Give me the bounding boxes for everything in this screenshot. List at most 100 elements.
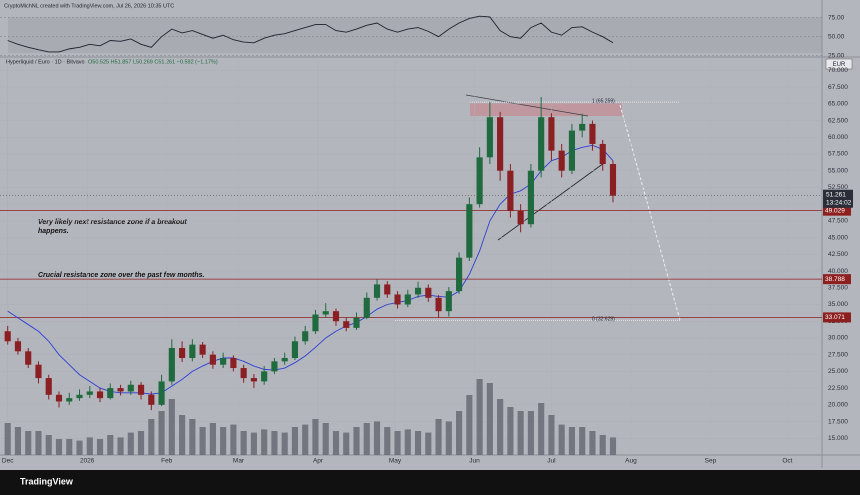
x-tick-label: Jun bbox=[469, 458, 480, 465]
y-tick-label: 47.500 bbox=[828, 218, 848, 225]
candle-body bbox=[394, 294, 401, 305]
y-tick-label: 60.000 bbox=[828, 134, 848, 141]
candle-body bbox=[466, 204, 473, 258]
level-label: 33.071 bbox=[825, 314, 845, 321]
y-tick-label: 67.500 bbox=[828, 84, 848, 91]
volume-bar bbox=[209, 423, 216, 455]
level-label-box bbox=[823, 274, 851, 285]
candle-body bbox=[456, 257, 463, 292]
x-tick-label: May bbox=[389, 458, 402, 465]
volume-bar bbox=[66, 439, 73, 455]
volume-bar bbox=[322, 423, 329, 455]
volume-bar bbox=[107, 435, 114, 455]
candle-body bbox=[230, 358, 237, 369]
rsi-tick-label: 50.00 bbox=[828, 33, 845, 40]
volume-bar bbox=[579, 427, 586, 455]
candle-body bbox=[384, 284, 391, 295]
candle-body bbox=[148, 394, 155, 405]
volume-bar bbox=[589, 431, 596, 455]
volume-bar bbox=[568, 427, 576, 455]
ohlc-legend: O50.525 H51.857 L50.269 C51.261 −0.592 (… bbox=[88, 59, 218, 65]
level-label: 49.029 bbox=[825, 207, 845, 214]
volume-bar bbox=[230, 424, 237, 455]
volume-bar bbox=[76, 440, 83, 455]
candle-body bbox=[96, 391, 104, 399]
x-tick-label: Dec bbox=[2, 458, 14, 465]
currency-box[interactable] bbox=[825, 58, 853, 70]
volume-bar bbox=[497, 399, 504, 455]
y-tick-label: 22.500 bbox=[828, 385, 848, 392]
volume-bar bbox=[127, 432, 134, 455]
fib-label: 0 (32.629) bbox=[592, 317, 615, 323]
volume-bar bbox=[332, 431, 340, 455]
volume-bar bbox=[271, 431, 278, 455]
volume-bar bbox=[35, 431, 42, 455]
candle-body bbox=[435, 297, 442, 312]
rsi-band bbox=[8, 17, 822, 53]
volume-bar bbox=[507, 407, 514, 455]
y-tick-label: 42.500 bbox=[828, 251, 848, 258]
volume-bar bbox=[312, 419, 319, 455]
candle-body bbox=[445, 291, 452, 312]
y-tick-label: 15.000 bbox=[828, 435, 848, 442]
candle-body bbox=[189, 344, 196, 359]
resistance-box bbox=[470, 103, 622, 116]
candle-body bbox=[14, 341, 22, 352]
last-price-box bbox=[823, 189, 853, 208]
volume-bar bbox=[486, 383, 493, 455]
rsi-tick-label: 75.00 bbox=[828, 14, 845, 21]
candle-body bbox=[25, 351, 32, 365]
y-tick-label: 27.500 bbox=[828, 351, 848, 358]
footer bbox=[0, 470, 860, 495]
candle-body bbox=[168, 347, 175, 382]
volume-bar bbox=[414, 431, 422, 455]
candle-body bbox=[343, 321, 350, 328]
volume-bar bbox=[189, 419, 196, 455]
candle-body bbox=[548, 117, 555, 151]
candle-body bbox=[86, 391, 93, 395]
candle-body bbox=[250, 378, 257, 382]
volume-bar bbox=[117, 437, 124, 455]
x-tick-label: 2026 bbox=[80, 458, 95, 465]
volume-bar bbox=[343, 432, 350, 455]
rsi-tick-label: 25.00 bbox=[828, 52, 845, 59]
y-tick-label: 25.000 bbox=[828, 368, 848, 375]
y-tick-label: 55.000 bbox=[828, 167, 848, 174]
volume-bar bbox=[425, 432, 432, 455]
brand: TradingView bbox=[20, 476, 74, 486]
candle-body bbox=[497, 117, 504, 171]
currency[interactable]: EUR bbox=[833, 62, 846, 68]
volume-bar bbox=[599, 435, 606, 455]
x-tick-label: Mar bbox=[233, 458, 245, 465]
volume-bar bbox=[548, 415, 555, 455]
projection-line bbox=[619, 104, 681, 321]
candle-body bbox=[179, 347, 186, 359]
y-tick-label: 57.500 bbox=[828, 151, 848, 158]
y-tick-label: 62.500 bbox=[828, 117, 848, 124]
level-label-box bbox=[823, 205, 851, 216]
candle-body bbox=[302, 331, 309, 342]
volume-bar bbox=[220, 427, 227, 455]
x-tick-label: Aug bbox=[625, 458, 637, 465]
credit: CryptoMichNL created with TradingView.co… bbox=[4, 3, 174, 9]
candle-body bbox=[117, 388, 124, 392]
volume-bar bbox=[45, 435, 52, 455]
candle-body bbox=[507, 170, 514, 211]
trend-line bbox=[465, 94, 589, 117]
candle-body bbox=[404, 294, 411, 305]
candle-body bbox=[4, 331, 11, 342]
volume-bar bbox=[291, 427, 299, 455]
countdown: 13:24:02 bbox=[826, 199, 852, 206]
volume-bar bbox=[609, 437, 617, 455]
volume-bar bbox=[353, 427, 360, 455]
volume-bar bbox=[281, 432, 288, 455]
y-tick-label: 45.000 bbox=[828, 234, 848, 241]
volume-bar bbox=[240, 431, 247, 455]
volume-bar bbox=[199, 427, 206, 455]
volume-bar bbox=[363, 423, 370, 455]
volume-bar bbox=[261, 429, 268, 455]
candle-body bbox=[538, 117, 545, 171]
candle-body bbox=[199, 344, 206, 355]
candle-body bbox=[261, 371, 268, 382]
symbol: Hyperliquid / Euro · 1D · Bitvavo bbox=[6, 59, 85, 65]
